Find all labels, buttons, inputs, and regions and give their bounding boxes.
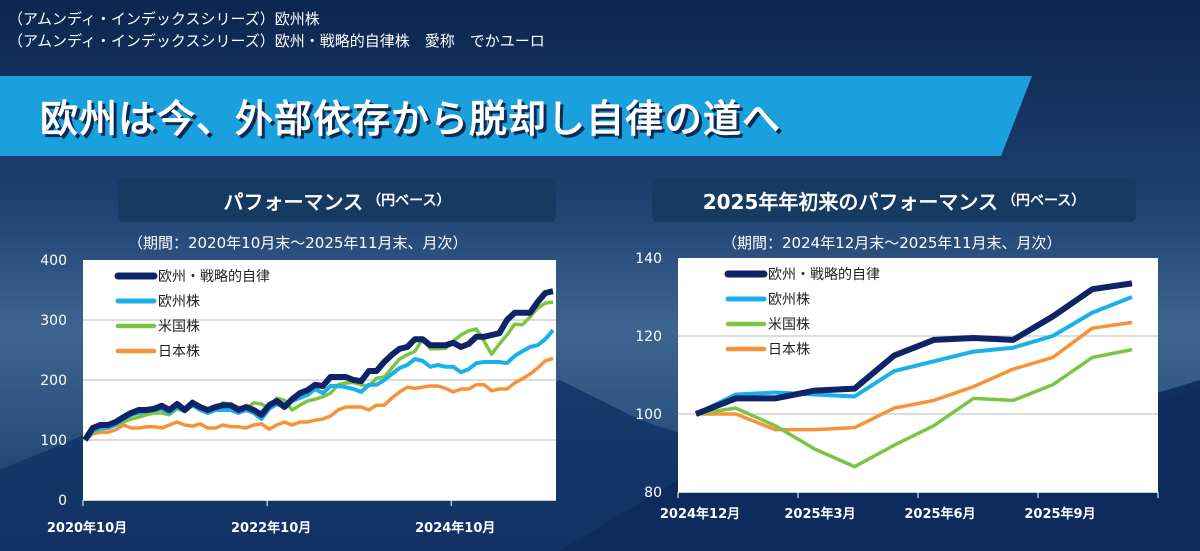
chart-2-title-box: 2025年年初来のパフォーマンス （円ベース）: [652, 178, 1136, 222]
y-tick-label: 100: [40, 433, 67, 449]
x-tick-label: 2025年6月: [904, 506, 975, 522]
chart-1-title-suffix: （円ベース）: [367, 193, 451, 209]
legend-label: 米国株: [158, 319, 200, 335]
x-tick-label: 2024年10月: [415, 520, 495, 536]
fund-name-1: （アムンディ・インデックスシリーズ）欧州株: [8, 10, 320, 28]
legend-label: 欧州株: [158, 294, 200, 310]
legend-label: 米国株: [768, 317, 810, 333]
y-tick-label: 200: [40, 373, 67, 389]
series-line-1: [82, 288, 554, 442]
y-tick-label: 120: [635, 329, 662, 345]
fund-name-2: （アムンディ・インデックスシリーズ）欧州・戦略的自律株 愛称 でかユーロ: [8, 32, 545, 50]
series-line-2: [695, 295, 1133, 416]
title-banner: [0, 76, 1032, 156]
fund-names: （アムンディ・インデックスシリーズ）欧州株 （アムンディ・インデックスシリーズ）…: [8, 8, 545, 52]
x-tick-label: 2024年12月: [660, 506, 740, 522]
y-tick-label: 100: [635, 407, 662, 423]
y-tick-label: 400: [40, 253, 67, 269]
x-tick-label: 2020年10月: [47, 520, 127, 536]
chart-2: 80 100 120 140 2024年12月 2025年3月 2025年6月 2025年9月…: [635, 251, 1159, 522]
series-line-1: [694, 280, 1133, 417]
chart-2-title: 2025年年初来のパフォーマンス: [702, 189, 998, 214]
y-tick-label: 80: [644, 485, 662, 501]
y-tick-label: 140: [635, 251, 662, 267]
chart-1-subtitle: （期間：2020年10月末～2025年11月末、月次）: [128, 234, 468, 252]
chart-2-title-suffix: （円ベース）: [1001, 193, 1086, 209]
legend-label: 欧州株: [768, 292, 810, 308]
series-line-3: [83, 300, 554, 442]
series-line-4: [696, 320, 1133, 432]
legend-label: 日本株: [158, 344, 200, 360]
chart-2-subtitle: （期間：2024年12月末～2025年11月末、月次）: [722, 234, 1062, 252]
series-line-3: [695, 347, 1133, 469]
x-tick-label: 2022年10月: [231, 520, 311, 536]
y-tick-label: 300: [40, 313, 67, 329]
y-tick-label: 0: [58, 493, 67, 509]
chart-1-title-box: パフォーマンス （円ベース）: [118, 178, 556, 222]
chart-1-title: パフォーマンス: [223, 189, 364, 214]
legend-label: 欧州・戦略的自律: [768, 267, 880, 283]
chart-1: 0 100 200 300 400 2020年10月 2022年10月 2024年10月 欧州・…: [40, 253, 556, 536]
legend-label: 欧州・戦略的自律: [158, 269, 270, 285]
headline: 欧州は今、外部依存から脱却し自律の道へ: [40, 97, 782, 141]
x-tick-label: 2025年9月: [1024, 506, 1095, 522]
series-line-4: [83, 356, 554, 442]
legend-label: 日本株: [768, 342, 810, 358]
x-tick-label: 2025年3月: [784, 506, 855, 522]
